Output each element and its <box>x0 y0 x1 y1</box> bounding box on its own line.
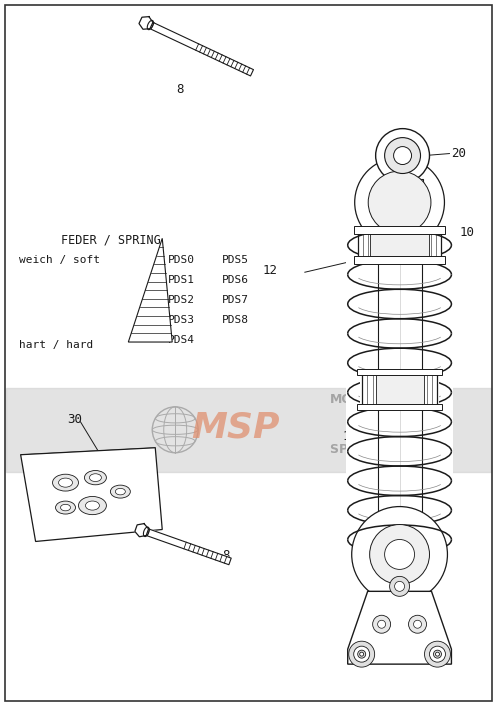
Circle shape <box>368 171 431 234</box>
Circle shape <box>354 646 370 662</box>
Text: MOTORCYCLE: MOTORCYCLE <box>330 393 425 407</box>
Text: PDS7: PDS7 <box>222 295 249 305</box>
Polygon shape <box>139 17 153 29</box>
Ellipse shape <box>85 501 99 510</box>
Text: 18: 18 <box>434 650 449 663</box>
Circle shape <box>360 652 364 656</box>
Circle shape <box>429 646 445 662</box>
Text: 8: 8 <box>222 549 230 563</box>
Text: SPARE PARTS: SPARE PARTS <box>330 443 423 456</box>
Text: 12: 12 <box>263 264 278 277</box>
Bar <box>386 182 395 215</box>
Text: MSP: MSP <box>191 411 279 445</box>
Bar <box>378 215 421 590</box>
Ellipse shape <box>84 470 106 485</box>
Polygon shape <box>128 239 172 342</box>
Polygon shape <box>21 448 162 542</box>
Ellipse shape <box>414 652 425 659</box>
Bar <box>360 373 439 407</box>
Circle shape <box>424 641 450 667</box>
Bar <box>383 179 422 186</box>
Text: 30: 30 <box>68 413 83 426</box>
Circle shape <box>385 138 420 174</box>
Circle shape <box>414 621 421 628</box>
Text: PDS1: PDS1 <box>168 275 195 285</box>
Bar <box>411 182 419 215</box>
Circle shape <box>395 581 405 592</box>
Bar <box>346 230 453 554</box>
Circle shape <box>373 615 391 633</box>
Circle shape <box>409 615 426 633</box>
Circle shape <box>352 507 447 602</box>
Ellipse shape <box>110 485 130 498</box>
Bar <box>370 230 429 261</box>
Bar <box>357 405 442 410</box>
Text: 10: 10 <box>459 226 475 239</box>
Ellipse shape <box>59 478 73 487</box>
Bar <box>354 256 445 264</box>
Bar <box>358 230 441 261</box>
Circle shape <box>378 621 386 628</box>
Text: 20: 20 <box>451 147 466 160</box>
Circle shape <box>394 147 412 164</box>
Bar <box>354 227 445 234</box>
Polygon shape <box>151 23 253 76</box>
Bar <box>5 388 492 472</box>
Circle shape <box>358 650 366 658</box>
Circle shape <box>349 641 375 667</box>
Circle shape <box>376 128 429 182</box>
Circle shape <box>355 157 444 247</box>
Polygon shape <box>348 592 451 664</box>
Text: PDS4: PDS4 <box>168 335 195 345</box>
Ellipse shape <box>79 496 106 515</box>
Ellipse shape <box>53 474 79 491</box>
Ellipse shape <box>89 474 101 481</box>
Bar <box>362 373 437 407</box>
Text: PDS3: PDS3 <box>168 315 195 325</box>
Circle shape <box>390 576 410 597</box>
Circle shape <box>433 650 441 658</box>
Circle shape <box>370 525 429 585</box>
Text: 8: 8 <box>176 83 184 96</box>
Ellipse shape <box>115 489 125 495</box>
Text: PDS8: PDS8 <box>222 315 249 325</box>
Polygon shape <box>135 524 149 537</box>
Ellipse shape <box>61 504 71 511</box>
Bar <box>357 369 442 376</box>
Ellipse shape <box>410 650 429 662</box>
Text: 11: 11 <box>343 430 358 443</box>
Text: PDS0: PDS0 <box>168 256 195 265</box>
Text: PDS5: PDS5 <box>222 256 249 265</box>
Ellipse shape <box>56 501 76 514</box>
Text: PDS2: PDS2 <box>168 295 195 305</box>
Text: hart / hard: hart / hard <box>19 340 93 350</box>
Bar <box>376 373 423 407</box>
Circle shape <box>385 539 414 570</box>
Polygon shape <box>147 530 231 565</box>
Text: weich / soft: weich / soft <box>19 256 99 265</box>
Circle shape <box>435 652 439 656</box>
Text: PDS6: PDS6 <box>222 275 249 285</box>
Text: FEDER / SPRING: FEDER / SPRING <box>61 234 160 246</box>
